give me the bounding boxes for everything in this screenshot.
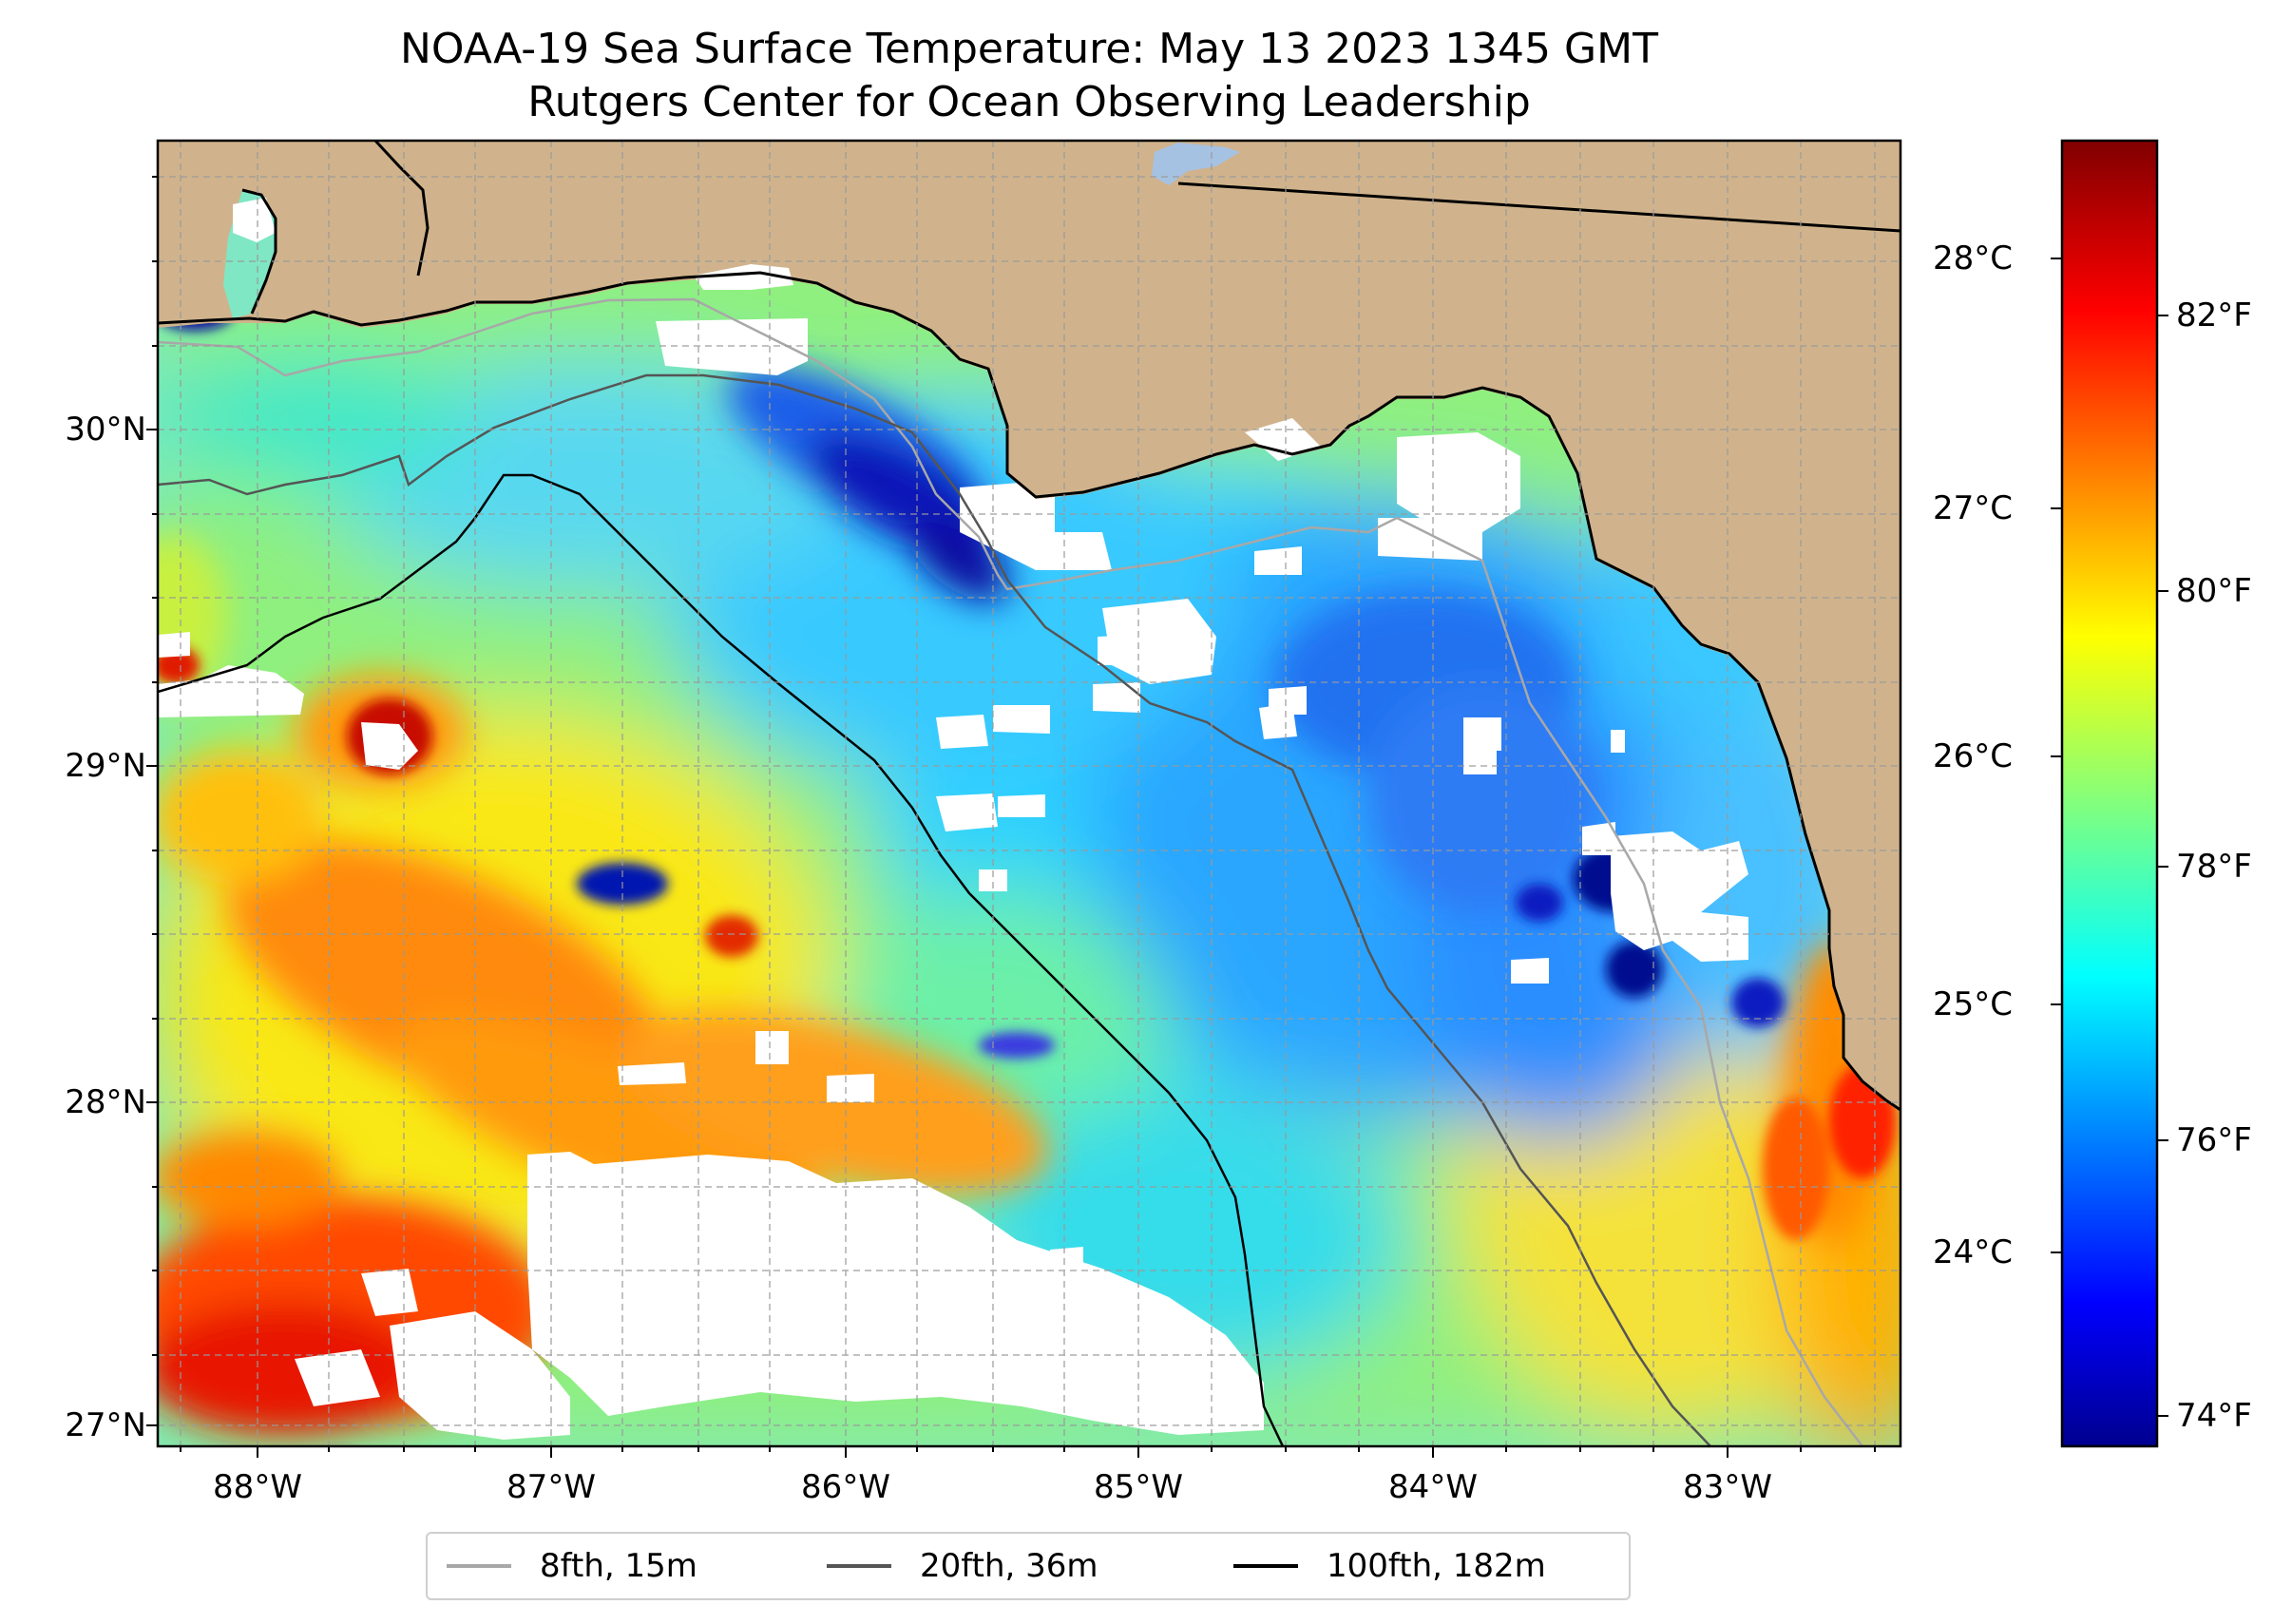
map-area [158, 141, 1900, 1446]
legend-line-8fth [447, 1564, 511, 1568]
isobath-100fth-182m [158, 473, 1285, 1446]
lat-label-30n: 30°N [65, 411, 146, 449]
chart-title: NOAA-19 Sea Surface Temperature: May 13 … [400, 25, 1658, 73]
legend-line-100fth [1233, 1564, 1298, 1568]
legend: 8fth, 15m 20fth, 36m 100fth, 182m [426, 1532, 1631, 1600]
lake-seminole [1152, 143, 1240, 185]
legend-item-8fth: 8fth, 15m [447, 1534, 697, 1598]
lat-ticks [146, 176, 158, 1426]
colorbar-label-76f: 76°F [2176, 1121, 2252, 1159]
colorbar [2062, 141, 2157, 1446]
lon-label-83w: 83°W [1683, 1468, 1772, 1506]
lat-label-27n: 27°N [65, 1406, 146, 1444]
cloud-mask [158, 318, 1748, 1440]
legend-label-20fth: 20fth, 36m [920, 1547, 1098, 1585]
colorbar-label-28c: 28°C [1933, 239, 2014, 277]
legend-item-20fth: 20fth, 36m [827, 1534, 1098, 1598]
lon-label-84w: 84°W [1388, 1468, 1478, 1506]
colorbar-celsius-ticks [2051, 258, 2062, 1253]
lat-label-29n: 29°N [65, 747, 146, 785]
gridlines [158, 141, 1900, 1446]
lon-label-87w: 87°W [506, 1468, 596, 1506]
colorbar-label-24c: 24°C [1933, 1233, 2014, 1271]
colorbar-label-25c: 25°C [1933, 985, 2014, 1023]
isobath-20fth-36m [158, 373, 1711, 1446]
colorbar-label-78f: 78°F [2176, 848, 2252, 886]
map-frame [156, 139, 1902, 1448]
legend-label-100fth: 100fth, 182m [1327, 1547, 1546, 1585]
coastline-bay [241, 188, 277, 315]
mobile-bay-cloud [233, 198, 276, 242]
lat-label-28n: 28°N [65, 1083, 146, 1121]
legend-item-100fth: 100fth, 182m [1233, 1534, 1546, 1598]
lon-label-88w: 88°W [213, 1468, 302, 1506]
colorbar-frame [2060, 139, 2159, 1448]
lon-label-86w: 86°W [801, 1468, 890, 1506]
lon-ticks [180, 1446, 1876, 1458]
state-border-fl-ga [1177, 182, 1900, 233]
colorbar-label-27c: 27°C [1933, 489, 2014, 527]
colorbar-fahrenheit-ticks [2157, 315, 2168, 1417]
chart-subtitle: Rutgers Center for Ocean Observing Leade… [527, 78, 1531, 126]
colorbar-label-74f: 74°F [2176, 1397, 2252, 1435]
legend-label-8fth: 8fth, 15m [540, 1547, 697, 1585]
coastline [158, 271, 1900, 1112]
isobath-8fth-15m [158, 297, 1863, 1446]
legend-line-20fth [827, 1564, 891, 1568]
colorbar-label-82f: 82°F [2176, 296, 2252, 334]
lon-label-85w: 85°W [1094, 1468, 1183, 1506]
colorbar-label-26c: 26°C [1933, 737, 2014, 775]
land [158, 141, 1900, 1112]
state-border-al-fl [373, 141, 430, 277]
colorbar-label-80f: 80°F [2176, 572, 2252, 610]
